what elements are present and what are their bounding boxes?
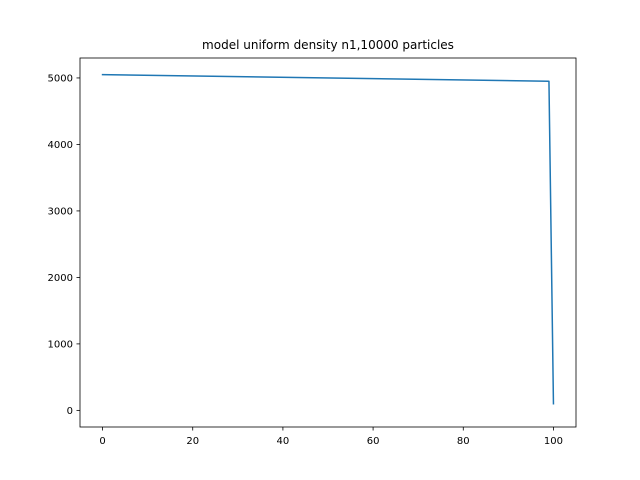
chart-title: model uniform density n1,10000 particles bbox=[202, 38, 454, 52]
x-tick-label: 20 bbox=[186, 436, 199, 447]
y-tick-label: 2000 bbox=[48, 273, 73, 284]
y-tick-label: 5000 bbox=[48, 73, 73, 84]
x-tick-label: 80 bbox=[457, 436, 470, 447]
x-tick-label: 0 bbox=[99, 436, 105, 447]
y-tick-label: 1000 bbox=[48, 339, 73, 350]
x-tick-label: 40 bbox=[277, 436, 290, 447]
series-line-0 bbox=[101, 73, 555, 405]
plot-frame bbox=[79, 57, 577, 428]
y-tick-label: 0 bbox=[67, 406, 73, 417]
x-tick-label: 100 bbox=[544, 436, 563, 447]
y-tick-label: 4000 bbox=[48, 140, 73, 151]
x-tick-label: 60 bbox=[367, 436, 380, 447]
y-tick-label: 3000 bbox=[48, 206, 73, 217]
